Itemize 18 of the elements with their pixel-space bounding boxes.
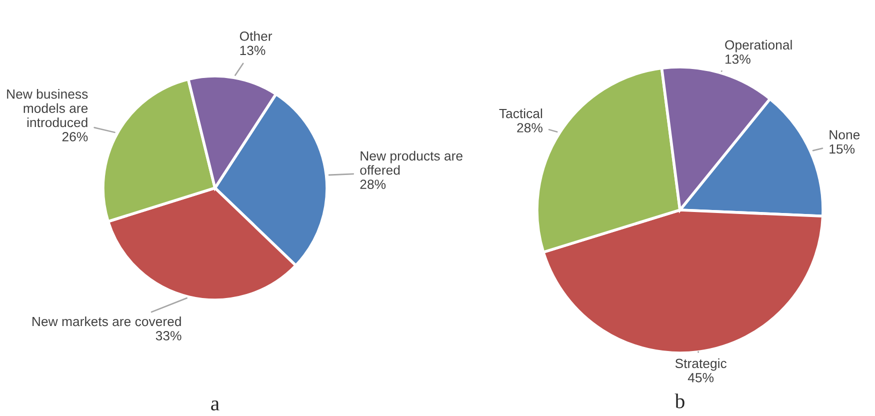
slice-label: None xyxy=(830,130,860,140)
data-label: 45% xyxy=(688,373,714,382)
data-label: 28% xyxy=(360,180,386,190)
data-label: 28% xyxy=(517,123,542,132)
slice-label: Operational xyxy=(725,40,792,52)
slice-label: Strategic xyxy=(675,358,727,371)
data-label: 15% xyxy=(830,144,855,154)
data-label: 33% xyxy=(156,331,182,340)
data-label: 26% xyxy=(62,132,88,142)
slice-label: New markets are covered xyxy=(32,316,181,326)
slice-label: New business models are introduced xyxy=(7,89,88,128)
data-label: 13% xyxy=(725,54,750,64)
slice-label: New products are offered xyxy=(360,150,462,175)
slice-label: Other xyxy=(240,31,272,41)
slice-label: Tactical xyxy=(499,108,542,118)
text: b xyxy=(674,394,684,408)
text: a xyxy=(211,400,220,410)
data-label: 13% xyxy=(240,46,266,56)
